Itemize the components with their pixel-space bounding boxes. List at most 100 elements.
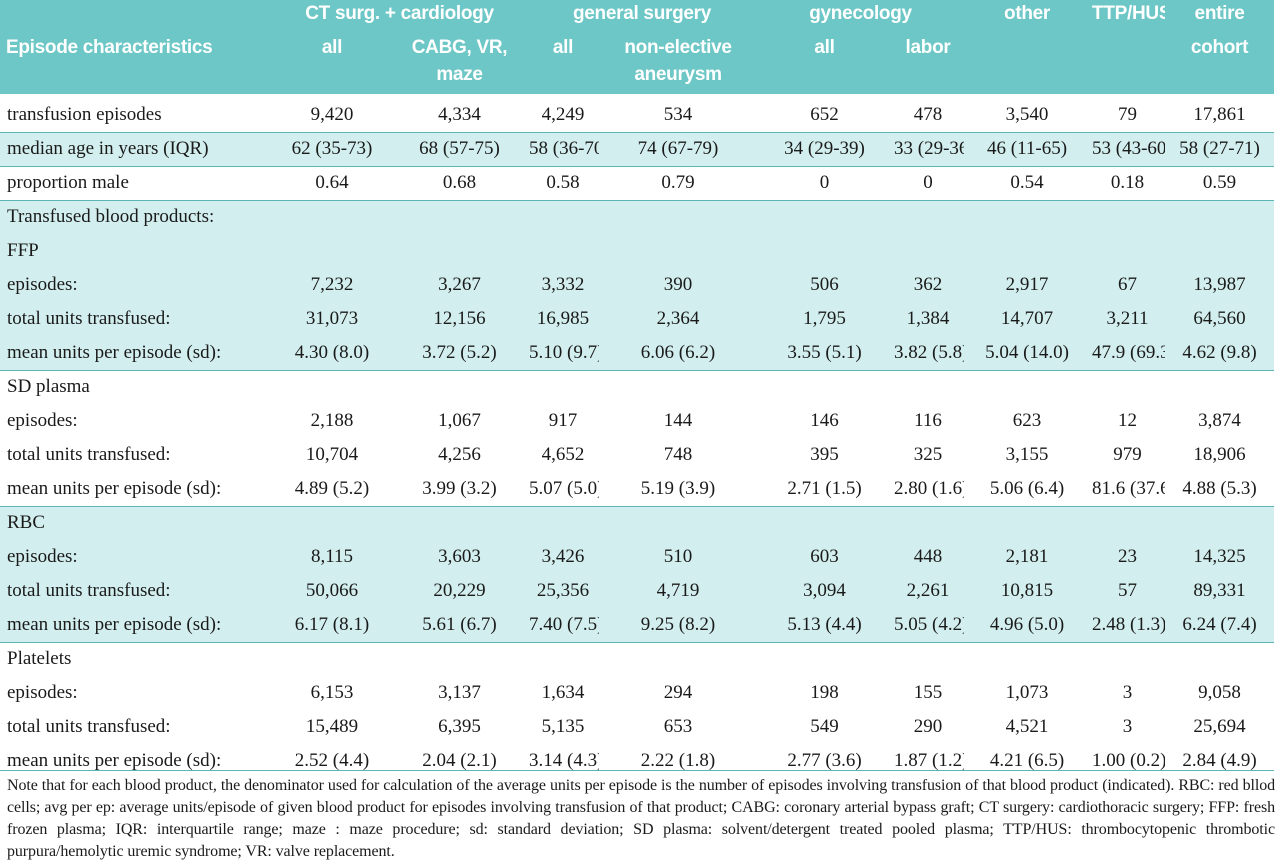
table-row: total units transfused: 31,073 12,156 16,98… — [0, 302, 1275, 336]
cell-entire: 6.24 (7.4) — [1165, 608, 1275, 643]
cell-gen-nonelective: 294 — [663, 682, 693, 703]
product-row: Platelets — [0, 642, 1274, 676]
cell-ct-all: 0.64 — [315, 172, 349, 193]
cell-ct-cabg: 12,156 — [433, 308, 486, 329]
cell-ct-all: 9,420 — [310, 103, 354, 125]
cell-gen-all: 3,332 — [541, 274, 585, 295]
cell-entire: 2.84 (4.9) — [1182, 750, 1257, 771]
cell-gyn-labor: 155 — [913, 682, 943, 703]
header-gyn-all: all — [814, 37, 835, 58]
cell-gyn-labor: 325 — [913, 444, 943, 465]
cell-ttp: 23 — [1118, 546, 1138, 567]
cell-entire: 25,694 — [1193, 716, 1246, 737]
cell-ttp: 81.6 (37.6) — [1090, 472, 1166, 507]
cell-gyn-all: 2.71 (1.5) — [757, 472, 893, 507]
cell-gyn-all: 549 — [810, 716, 839, 737]
product-row: RBC — [0, 506, 1275, 540]
cell-entire: 14,325 — [1193, 546, 1246, 567]
header-gen-all: all — [552, 37, 574, 58]
row-label: total units transfused: — [7, 308, 171, 329]
row-label: total units transfused: — [7, 444, 171, 465]
cell-entire: 3,874 — [1198, 410, 1241, 431]
cell-gen-all: 917 — [548, 410, 578, 431]
row-label: proportion male — [7, 172, 129, 193]
table-row: episodes: 6,153 3,137 1,634 294 198 155 1,073 3 9… — [0, 676, 1274, 710]
table-row: mean units per episode (sd): 2.52 (4.4) 2.… — [0, 744, 1274, 778]
cell-entire: 64,560 — [1193, 308, 1246, 329]
table-row: transfusion episodes 9,420 4,334 4,249 534 65… — [0, 98, 1274, 132]
cell-ct-cabg: 68 (57-75) — [392, 131, 527, 167]
product-row: FFP — [0, 234, 1275, 268]
row-label: total units transfused: — [7, 580, 171, 601]
cell-gen-all: 58 (36-70) — [527, 131, 599, 167]
cell-ttp: 3 — [1122, 682, 1133, 703]
cell-gyn-all: 146 — [810, 410, 839, 431]
cell-ct-all: 4.30 (8.0) — [272, 336, 392, 371]
cell-entire: 13,987 — [1193, 274, 1246, 295]
cell-ttp: 0.18 — [1110, 172, 1145, 193]
table-row: episodes: 7,232 3,267 3,332 390 506 362 2,917 67… — [0, 268, 1275, 302]
cell-other: 2,917 — [1005, 274, 1049, 295]
cell-ct-all: 15,489 — [305, 716, 359, 737]
cell-gen-nonelective: 144 — [663, 410, 693, 431]
row-label: total units transfused: — [7, 716, 171, 737]
cell-ct-all: 62 (35-73) — [272, 131, 392, 167]
header-row-2: Episode characteristics all CABG, VR, al… — [0, 34, 1275, 61]
cell-ct-cabg: 20,229 — [433, 580, 486, 601]
transfusion-table: CT surg. + cardiology general surgery gy… — [0, 0, 1275, 778]
cell-other: 10,815 — [1000, 580, 1054, 601]
section-title-row: Transfused blood products: — [0, 199, 1275, 234]
row-label: transfusion episodes — [7, 103, 162, 125]
header-ct-all: all — [321, 37, 343, 58]
cell-other: 4.96 (5.0) — [964, 608, 1091, 643]
cell-ttp: 53 (43-60) — [1090, 131, 1166, 167]
cell-other: 623 — [1012, 410, 1042, 431]
cell-gen-nonelective: 510 — [663, 546, 693, 567]
cell-gen-nonelective: 390 — [663, 274, 693, 295]
cell-gyn-all: 506 — [810, 274, 839, 295]
cell-gen-all: 3,426 — [541, 546, 585, 567]
cell-gen-nonelective: 2,364 — [656, 308, 700, 329]
cell-other: 5.04 (14.0) — [964, 336, 1091, 371]
header-gyn-group: gynecology — [809, 3, 912, 24]
cell-gyn-all: 652 — [810, 103, 839, 125]
cell-other: 2,181 — [1005, 546, 1049, 567]
row-label: median age in years (IQR) — [0, 131, 272, 167]
cell-gyn-all: 0 — [819, 172, 830, 193]
cell-other: 4.21 (6.5) — [989, 750, 1065, 771]
cell-ct-all: 50,066 — [305, 580, 359, 601]
row-label: episodes: — [7, 410, 78, 431]
cell-gen-all: 5.07 (5.0) — [527, 472, 599, 507]
cell-ttp: 47.9 (69.3) — [1090, 336, 1166, 371]
section-title: Transfused blood products: — [0, 199, 1275, 234]
table-row: total units transfused: 10,704 4,256 4,652 7… — [0, 438, 1274, 472]
table-row: total units transfused: 15,489 6,395 5,135 6… — [0, 710, 1274, 744]
cell-ct-cabg: 3,267 — [438, 274, 481, 295]
cell-gyn-all: 5.13 (4.4) — [757, 608, 893, 643]
cell-gen-all: 5.10 (9.7) — [527, 336, 599, 371]
product-row: SD plasma — [0, 370, 1274, 404]
row-label: mean units per episode (sd): — [7, 750, 222, 771]
table-row: total units transfused: 50,066 20,229 25,35… — [0, 574, 1275, 608]
cell-gen-all: 3.14 (4.3) — [529, 750, 599, 771]
cell-ct-cabg: 3,603 — [438, 546, 481, 567]
table-row: proportion male 0.64 0.68 0.58 0.79 0 0 0.54 0.1… — [0, 166, 1274, 200]
cell-gyn-labor: 362 — [913, 274, 943, 295]
cell-ttp: 2.48 (1.3) — [1090, 608, 1166, 643]
header-row-3: maze aneurysm — [0, 61, 1275, 94]
cell-gyn-all: 2.77 (3.6) — [787, 750, 862, 771]
cell-gyn-labor: 290 — [913, 716, 943, 737]
cell-gen-nonelective: 9.25 (8.2) — [599, 608, 758, 643]
cell-entire: 0.59 — [1202, 172, 1237, 193]
header-gyn-labor: labor — [905, 37, 951, 58]
cell-other: 0.54 — [1010, 172, 1044, 193]
cell-gyn-labor: 1,384 — [906, 308, 950, 329]
cell-ct-cabg: 2.04 (2.1) — [422, 750, 497, 771]
cell-ct-cabg: 0.68 — [442, 172, 477, 193]
cell-ttp: 57 — [1118, 580, 1138, 601]
table-row: mean units per episode (sd): 6.17 (8.1) 5.… — [0, 608, 1275, 643]
cell-gen-nonelective: 653 — [663, 716, 693, 737]
cell-ct-all: 4.89 (5.2) — [272, 472, 392, 507]
cell-ttp: 67 — [1118, 274, 1138, 295]
cell-ct-cabg: 1,067 — [438, 410, 481, 431]
